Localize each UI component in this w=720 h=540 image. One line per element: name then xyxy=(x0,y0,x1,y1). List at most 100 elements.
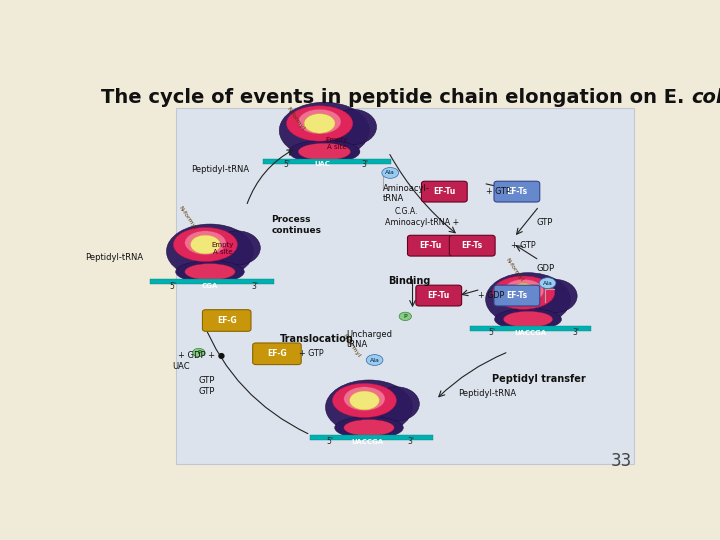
Ellipse shape xyxy=(191,235,220,254)
Text: UACCGA: UACCGA xyxy=(352,440,384,445)
Text: 33: 33 xyxy=(611,452,632,470)
Ellipse shape xyxy=(298,143,351,160)
Ellipse shape xyxy=(485,273,570,326)
Ellipse shape xyxy=(344,387,385,410)
Text: EF-G: EF-G xyxy=(267,349,287,358)
Bar xyxy=(310,435,433,440)
Ellipse shape xyxy=(344,420,394,436)
Text: N-formyl: N-formyl xyxy=(178,205,197,231)
Text: UACCGA: UACCGA xyxy=(515,330,547,336)
Text: Process
continues: Process continues xyxy=(271,215,321,234)
Text: + GTP: + GTP xyxy=(300,349,324,358)
Text: P: P xyxy=(197,350,201,355)
Text: EF-Ts: EF-Ts xyxy=(506,187,528,196)
FancyBboxPatch shape xyxy=(202,310,251,332)
Ellipse shape xyxy=(185,231,226,255)
Text: EF-Tu: EF-Tu xyxy=(419,241,441,250)
Ellipse shape xyxy=(185,264,235,280)
FancyBboxPatch shape xyxy=(449,235,495,256)
Text: Empty
A site: Empty A site xyxy=(212,242,234,255)
Text: EF-Tu: EF-Tu xyxy=(433,187,456,196)
Ellipse shape xyxy=(174,227,238,261)
Bar xyxy=(470,326,590,331)
Ellipse shape xyxy=(193,348,205,357)
Text: EF-Ts: EF-Ts xyxy=(506,291,528,300)
Text: 3': 3' xyxy=(572,328,579,337)
Text: 3': 3' xyxy=(251,281,258,291)
Text: P: P xyxy=(403,314,407,319)
Text: GDP: GDP xyxy=(536,264,554,273)
Bar xyxy=(150,279,274,284)
Text: 5': 5' xyxy=(326,437,333,447)
Bar xyxy=(263,159,391,164)
Text: 3': 3' xyxy=(361,160,369,169)
FancyBboxPatch shape xyxy=(421,181,467,202)
Text: + GDP: + GDP xyxy=(478,291,504,300)
Ellipse shape xyxy=(374,387,419,421)
Ellipse shape xyxy=(533,279,577,313)
Text: GTP: GTP xyxy=(536,218,553,227)
Text: N-formyl: N-formyl xyxy=(285,106,305,131)
Text: C.G.A.: C.G.A. xyxy=(395,207,418,215)
Text: Ala: Ala xyxy=(369,357,379,362)
Text: coli: coli xyxy=(691,87,720,107)
Ellipse shape xyxy=(335,417,403,439)
Text: GTP: GTP xyxy=(199,376,215,386)
Ellipse shape xyxy=(333,383,397,417)
Ellipse shape xyxy=(382,167,399,178)
Text: Peptidyl-tRNA: Peptidyl-tRNA xyxy=(191,165,249,174)
Ellipse shape xyxy=(399,312,411,321)
Ellipse shape xyxy=(503,311,552,327)
Text: CGA: CGA xyxy=(202,283,217,289)
Text: The cycle of events in peptide chain elongation on E.: The cycle of events in peptide chain elo… xyxy=(101,87,691,107)
FancyBboxPatch shape xyxy=(253,343,301,364)
Text: 5': 5' xyxy=(169,281,176,291)
FancyBboxPatch shape xyxy=(494,285,540,306)
Text: Binding: Binding xyxy=(389,276,431,286)
Text: EF-Ts: EF-Ts xyxy=(462,241,483,250)
Ellipse shape xyxy=(492,276,555,309)
Text: Peptidyl-tRNA: Peptidyl-tRNA xyxy=(85,253,143,262)
Text: UAC: UAC xyxy=(173,362,190,371)
Ellipse shape xyxy=(366,355,383,366)
Ellipse shape xyxy=(539,278,556,288)
Text: Translocation: Translocation xyxy=(280,334,354,344)
Text: EF-Tu: EF-Tu xyxy=(428,291,450,300)
Text: Aminoacyl-
tRNA: Aminoacyl- tRNA xyxy=(383,184,430,204)
FancyBboxPatch shape xyxy=(494,181,540,202)
FancyBboxPatch shape xyxy=(176,109,634,464)
Ellipse shape xyxy=(298,109,341,134)
Text: N-formyl: N-formyl xyxy=(504,257,524,282)
Ellipse shape xyxy=(495,308,562,330)
Text: + GDP + ●: + GDP + ● xyxy=(178,350,225,360)
Ellipse shape xyxy=(509,284,538,302)
Text: 5': 5' xyxy=(283,160,290,169)
Text: Ala: Ala xyxy=(543,281,552,286)
Text: Uncharged
tRNA: Uncharged tRNA xyxy=(347,329,392,349)
Ellipse shape xyxy=(349,391,379,410)
Ellipse shape xyxy=(166,224,253,279)
Ellipse shape xyxy=(279,102,369,159)
Text: Peptidyl transfer: Peptidyl transfer xyxy=(492,374,585,384)
Text: + GTP: + GTP xyxy=(511,241,536,250)
FancyBboxPatch shape xyxy=(416,285,462,306)
Text: Empty
A site: Empty A site xyxy=(325,137,348,150)
Text: Peptidyl-tRNA: Peptidyl-tRNA xyxy=(459,389,516,398)
Text: 5': 5' xyxy=(488,328,495,337)
Text: + GTP: + GTP xyxy=(486,187,510,196)
Text: EF-G: EF-G xyxy=(217,316,237,325)
Ellipse shape xyxy=(287,106,353,141)
Text: N-formyl: N-formyl xyxy=(341,333,361,358)
Text: UAC: UAC xyxy=(315,161,330,167)
Text: Aminoacyl-tRNA +: Aminoacyl-tRNA + xyxy=(384,218,459,227)
Text: 3': 3' xyxy=(408,437,414,447)
Ellipse shape xyxy=(325,380,413,435)
Ellipse shape xyxy=(329,109,377,145)
FancyBboxPatch shape xyxy=(408,235,454,256)
Text: GTP: GTP xyxy=(199,387,215,396)
Ellipse shape xyxy=(305,114,335,133)
Ellipse shape xyxy=(215,231,261,265)
Ellipse shape xyxy=(176,261,244,283)
Text: Ala: Ala xyxy=(385,171,395,176)
Ellipse shape xyxy=(503,279,544,302)
